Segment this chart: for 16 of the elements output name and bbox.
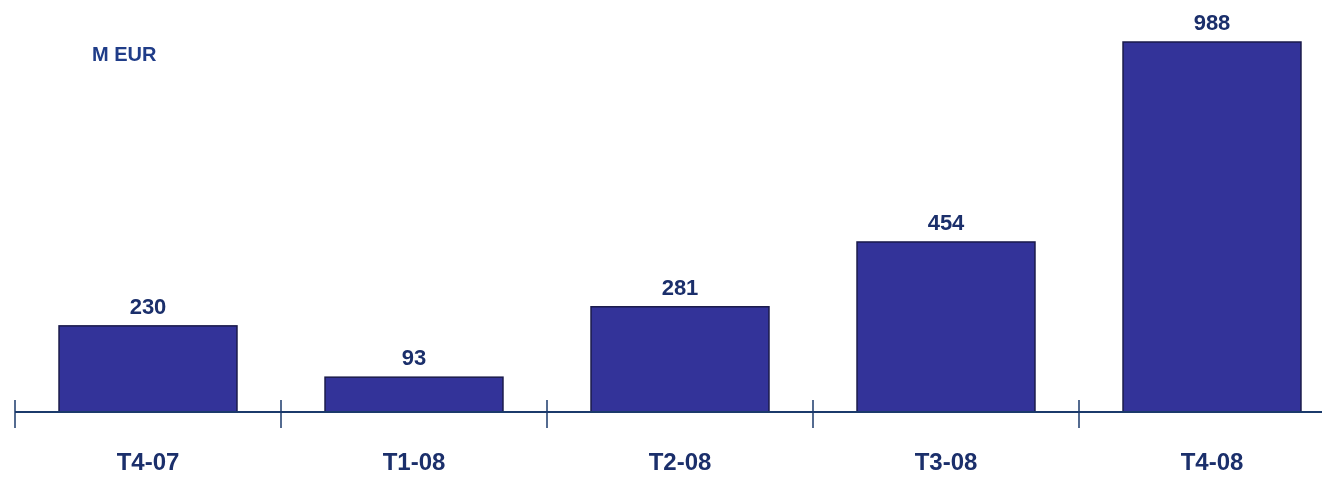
bar xyxy=(856,241,1036,413)
data-label: 281 xyxy=(661,274,699,300)
data-label: 454 xyxy=(927,209,966,235)
bar xyxy=(324,376,504,413)
x-tick-label: T3-08 xyxy=(914,448,978,475)
bar xyxy=(1122,41,1302,413)
bar xyxy=(590,306,770,413)
x-tick-label: T2-08 xyxy=(648,448,712,475)
x-tick-label: T1-08 xyxy=(382,448,446,475)
bar xyxy=(58,325,238,413)
data-label: 988 xyxy=(1193,10,1231,35)
y-axis-title: M EUR xyxy=(92,43,157,65)
x-tick-label: T4-08 xyxy=(1180,448,1244,475)
data-label: 230 xyxy=(129,293,167,319)
x-tick-label: T4-07 xyxy=(116,448,180,475)
data-label: 93 xyxy=(401,345,427,371)
